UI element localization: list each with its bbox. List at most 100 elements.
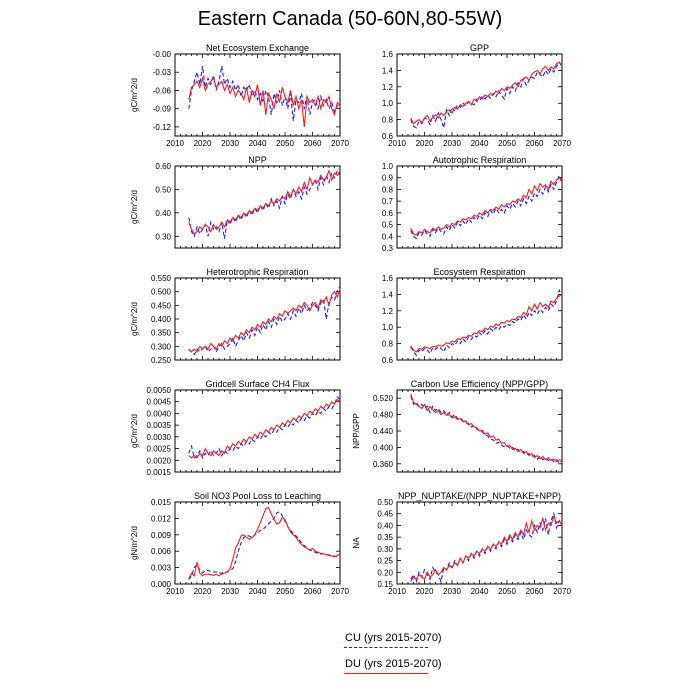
chart-panel-3: NPP gC/m^2/d 0.30 0.40 0.50 0.60: [130, 155, 341, 249]
legend-label-cu: CU (yrs 2015-2070): [345, 632, 442, 644]
y-tick-label: 0.0035: [147, 421, 172, 430]
plot-frame: [396, 277, 563, 361]
series-line-du: [188, 76, 341, 127]
x-tick-label: 2050: [498, 139, 516, 148]
y-tick-label: 0.0040: [147, 409, 172, 418]
x-tick-label: 2030: [443, 139, 461, 148]
y-tick-label: 0.30: [155, 232, 171, 241]
y-tick-label: 0.15: [377, 580, 393, 589]
x-tick-label: 2010: [166, 587, 184, 596]
chart-panel-6: Ecosystem Respiration 0.6 0.8 1.0 1.2 1.4 1.6: [382, 267, 563, 365]
y-axis-label: gC/m^2/d: [130, 302, 139, 336]
chart-panel-5: Heterotrophic Respiration gC/m^2/d 0.250 0.…: [130, 267, 341, 365]
y-tick-label: 0.480: [373, 411, 394, 420]
panel-title: Ecosystem Respiration: [433, 267, 525, 277]
panel-title: Autotrophic Respiration: [433, 155, 527, 165]
panel-title: Soil NO3 Pool Loss to Leaching: [194, 491, 321, 501]
y-axis-label: gN/m^2/d: [130, 526, 139, 560]
chart-panel-4: Autotrophic Respiration 0.3 0.4 0.5 0.6 0.7 0.…: [382, 155, 563, 253]
x-tick-label: 2030: [443, 587, 461, 596]
y-tick-label: 0.60: [155, 162, 171, 171]
x-tick-label: 2040: [471, 139, 489, 148]
y-tick-label: 0.000: [151, 580, 172, 589]
y-tick-label: 0.350: [151, 329, 172, 338]
y-tick-label: 0.40: [155, 209, 171, 218]
panel-title: Net Ecosystem Exchange: [206, 43, 309, 53]
x-tick-label: 2030: [221, 139, 239, 148]
y-tick-label: 0.009: [151, 531, 172, 540]
series-line-du: [188, 398, 341, 459]
y-tick-label: 0.3: [382, 244, 394, 253]
y-tick-label: 1.0: [382, 323, 394, 332]
legend-item-cu: CU (yrs 2015-2070): [300, 630, 460, 656]
y-tick-label: -0.09: [153, 105, 172, 114]
panel-title: Heterotrophic Respiration: [206, 267, 308, 277]
x-tick-label: 2070: [331, 587, 349, 596]
y-tick-label: 0.440: [373, 427, 394, 436]
x-tick-label: 2070: [553, 139, 571, 148]
y-tick-label: 0.35: [377, 533, 393, 542]
charts-area: Net Ecosystem Exchange gC/m^2/d -0.00 -0.03…: [130, 43, 572, 596]
y-tick-label: 0.0030: [147, 433, 172, 442]
y-tick-label: -0.00: [153, 50, 172, 59]
legend: CU (yrs 2015-2070) DU (yrs 2015-2070): [300, 630, 460, 682]
y-tick-label: 0.25: [377, 557, 393, 566]
series-line-du: [410, 61, 563, 125]
x-tick-label: 2050: [276, 587, 294, 596]
x-tick-label: 2040: [471, 587, 489, 596]
y-tick-label: -0.06: [153, 86, 172, 95]
y-tick-label: 1.6: [382, 50, 394, 59]
y-tick-label: 0.0045: [147, 398, 172, 407]
series-line-cu: [410, 173, 563, 240]
y-tick-label: 1.4: [382, 290, 394, 299]
x-tick-label: 2050: [276, 139, 294, 148]
y-tick-label: 0.50: [377, 498, 393, 507]
plot-frame: [174, 53, 341, 137]
y-tick-label: 0.015: [151, 498, 172, 507]
x-tick-label: 2050: [498, 587, 516, 596]
series-line-du: [188, 168, 341, 235]
series-line-cu: [188, 169, 341, 239]
y-tick-label: 1.6: [382, 274, 394, 283]
series-line-du: [188, 506, 341, 579]
y-tick-label: -0.12: [153, 123, 172, 132]
y-tick-label: -0.03: [153, 68, 172, 77]
plot-frame: [174, 389, 341, 473]
y-tick-label: 0.40: [377, 521, 393, 530]
y-tick-label: 0.400: [151, 315, 172, 324]
chart-panel-2: GPP 0.6 0.8 1.0 1.2 1.4 1.6 2010 2020 2030 2040 205…: [382, 43, 572, 148]
y-tick-label: 0.400: [373, 443, 394, 452]
plot-frame: [174, 165, 341, 249]
y-tick-label: 0.4: [382, 232, 394, 241]
chart-panel-10: NPP_NUPTAKE/(NPP_NUPTAKE+NPP) NA 0.15 0.20 0…: [352, 491, 571, 596]
panel-title: NPP: [248, 155, 267, 165]
series-line-cu: [410, 511, 563, 584]
x-tick-label: 2070: [331, 139, 349, 148]
plot-frame: [174, 277, 341, 361]
series-line-du: [410, 393, 563, 463]
series-line-cu: [188, 396, 341, 460]
y-tick-label: 1.0: [382, 99, 394, 108]
series-line-cu: [410, 288, 563, 357]
x-tick-label: 2020: [194, 587, 212, 596]
series-line-du: [188, 288, 341, 353]
chart-panel-1: Net Ecosystem Exchange gC/m^2/d -0.00 -0.03…: [130, 43, 349, 148]
panel-title: NPP_NUPTAKE/(NPP_NUPTAKE+NPP): [398, 491, 561, 501]
y-tick-label: 0.006: [151, 547, 172, 556]
x-tick-label: 2060: [304, 587, 322, 596]
panel-title: GPP: [470, 43, 489, 53]
y-tick-label: 0.360: [373, 460, 394, 469]
y-axis-label: gC/m^2/d: [130, 414, 139, 448]
panel-title: Gridcell Surface CH4 Flux: [205, 379, 310, 389]
y-tick-label: 0.300: [151, 342, 172, 351]
x-tick-label: 2010: [388, 139, 406, 148]
y-tick-label: 0.45: [377, 510, 393, 519]
y-tick-label: 0.550: [151, 274, 172, 283]
y-axis-label: NPP/GPP: [352, 413, 361, 449]
series-line-cu: [188, 66, 341, 121]
panel-title: Carbon Use Efficiency (NPP/GPP): [411, 379, 548, 389]
x-tick-label: 2030: [221, 587, 239, 596]
x-tick-label: 2010: [166, 139, 184, 148]
chart-panel-9: Soil NO3 Pool Loss to Leaching gN/m^2/d 0.…: [130, 491, 349, 596]
y-tick-label: 0.6: [382, 132, 394, 141]
